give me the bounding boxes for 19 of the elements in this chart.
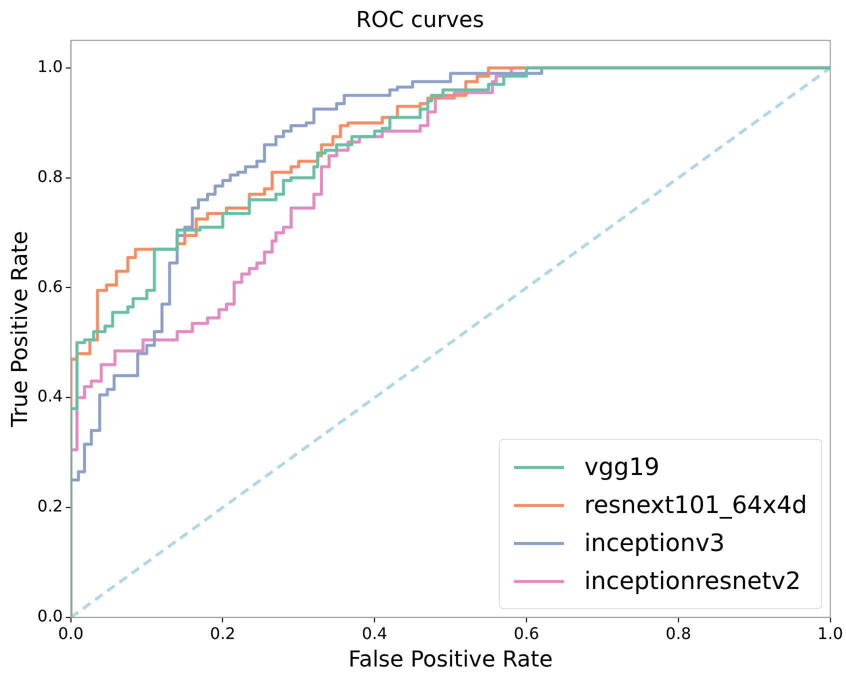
y-tick-label: 0.0 — [37, 606, 63, 626]
y-tick-label: 0.8 — [37, 166, 63, 186]
legend-label: inceptionv3 — [584, 529, 725, 558]
x-tick-label: 0.8 — [666, 624, 692, 644]
x-tick-label: 0.0 — [58, 624, 84, 644]
y-axis-title: True Positive Rate — [8, 230, 33, 428]
y-tick-label: 1.0 — [37, 57, 63, 76]
legend-label: inceptionresnetv2 — [584, 567, 801, 596]
x-axis-title: False Positive Rate — [348, 648, 553, 673]
y-tick-label: 0.6 — [37, 276, 63, 296]
legend-label: resnext101_64x4d — [584, 491, 808, 520]
x-tick-label: 0.4 — [362, 624, 388, 644]
y-tick-label: 0.2 — [37, 496, 63, 516]
legend-label: vgg19 — [584, 453, 660, 482]
y-tick-label: 0.4 — [37, 386, 63, 406]
chart-title: ROC curves — [356, 8, 484, 33]
x-tick-label: 1.0 — [818, 624, 844, 644]
x-tick-label: 0.6 — [514, 624, 540, 644]
x-tick-label: 0.2 — [210, 624, 236, 644]
